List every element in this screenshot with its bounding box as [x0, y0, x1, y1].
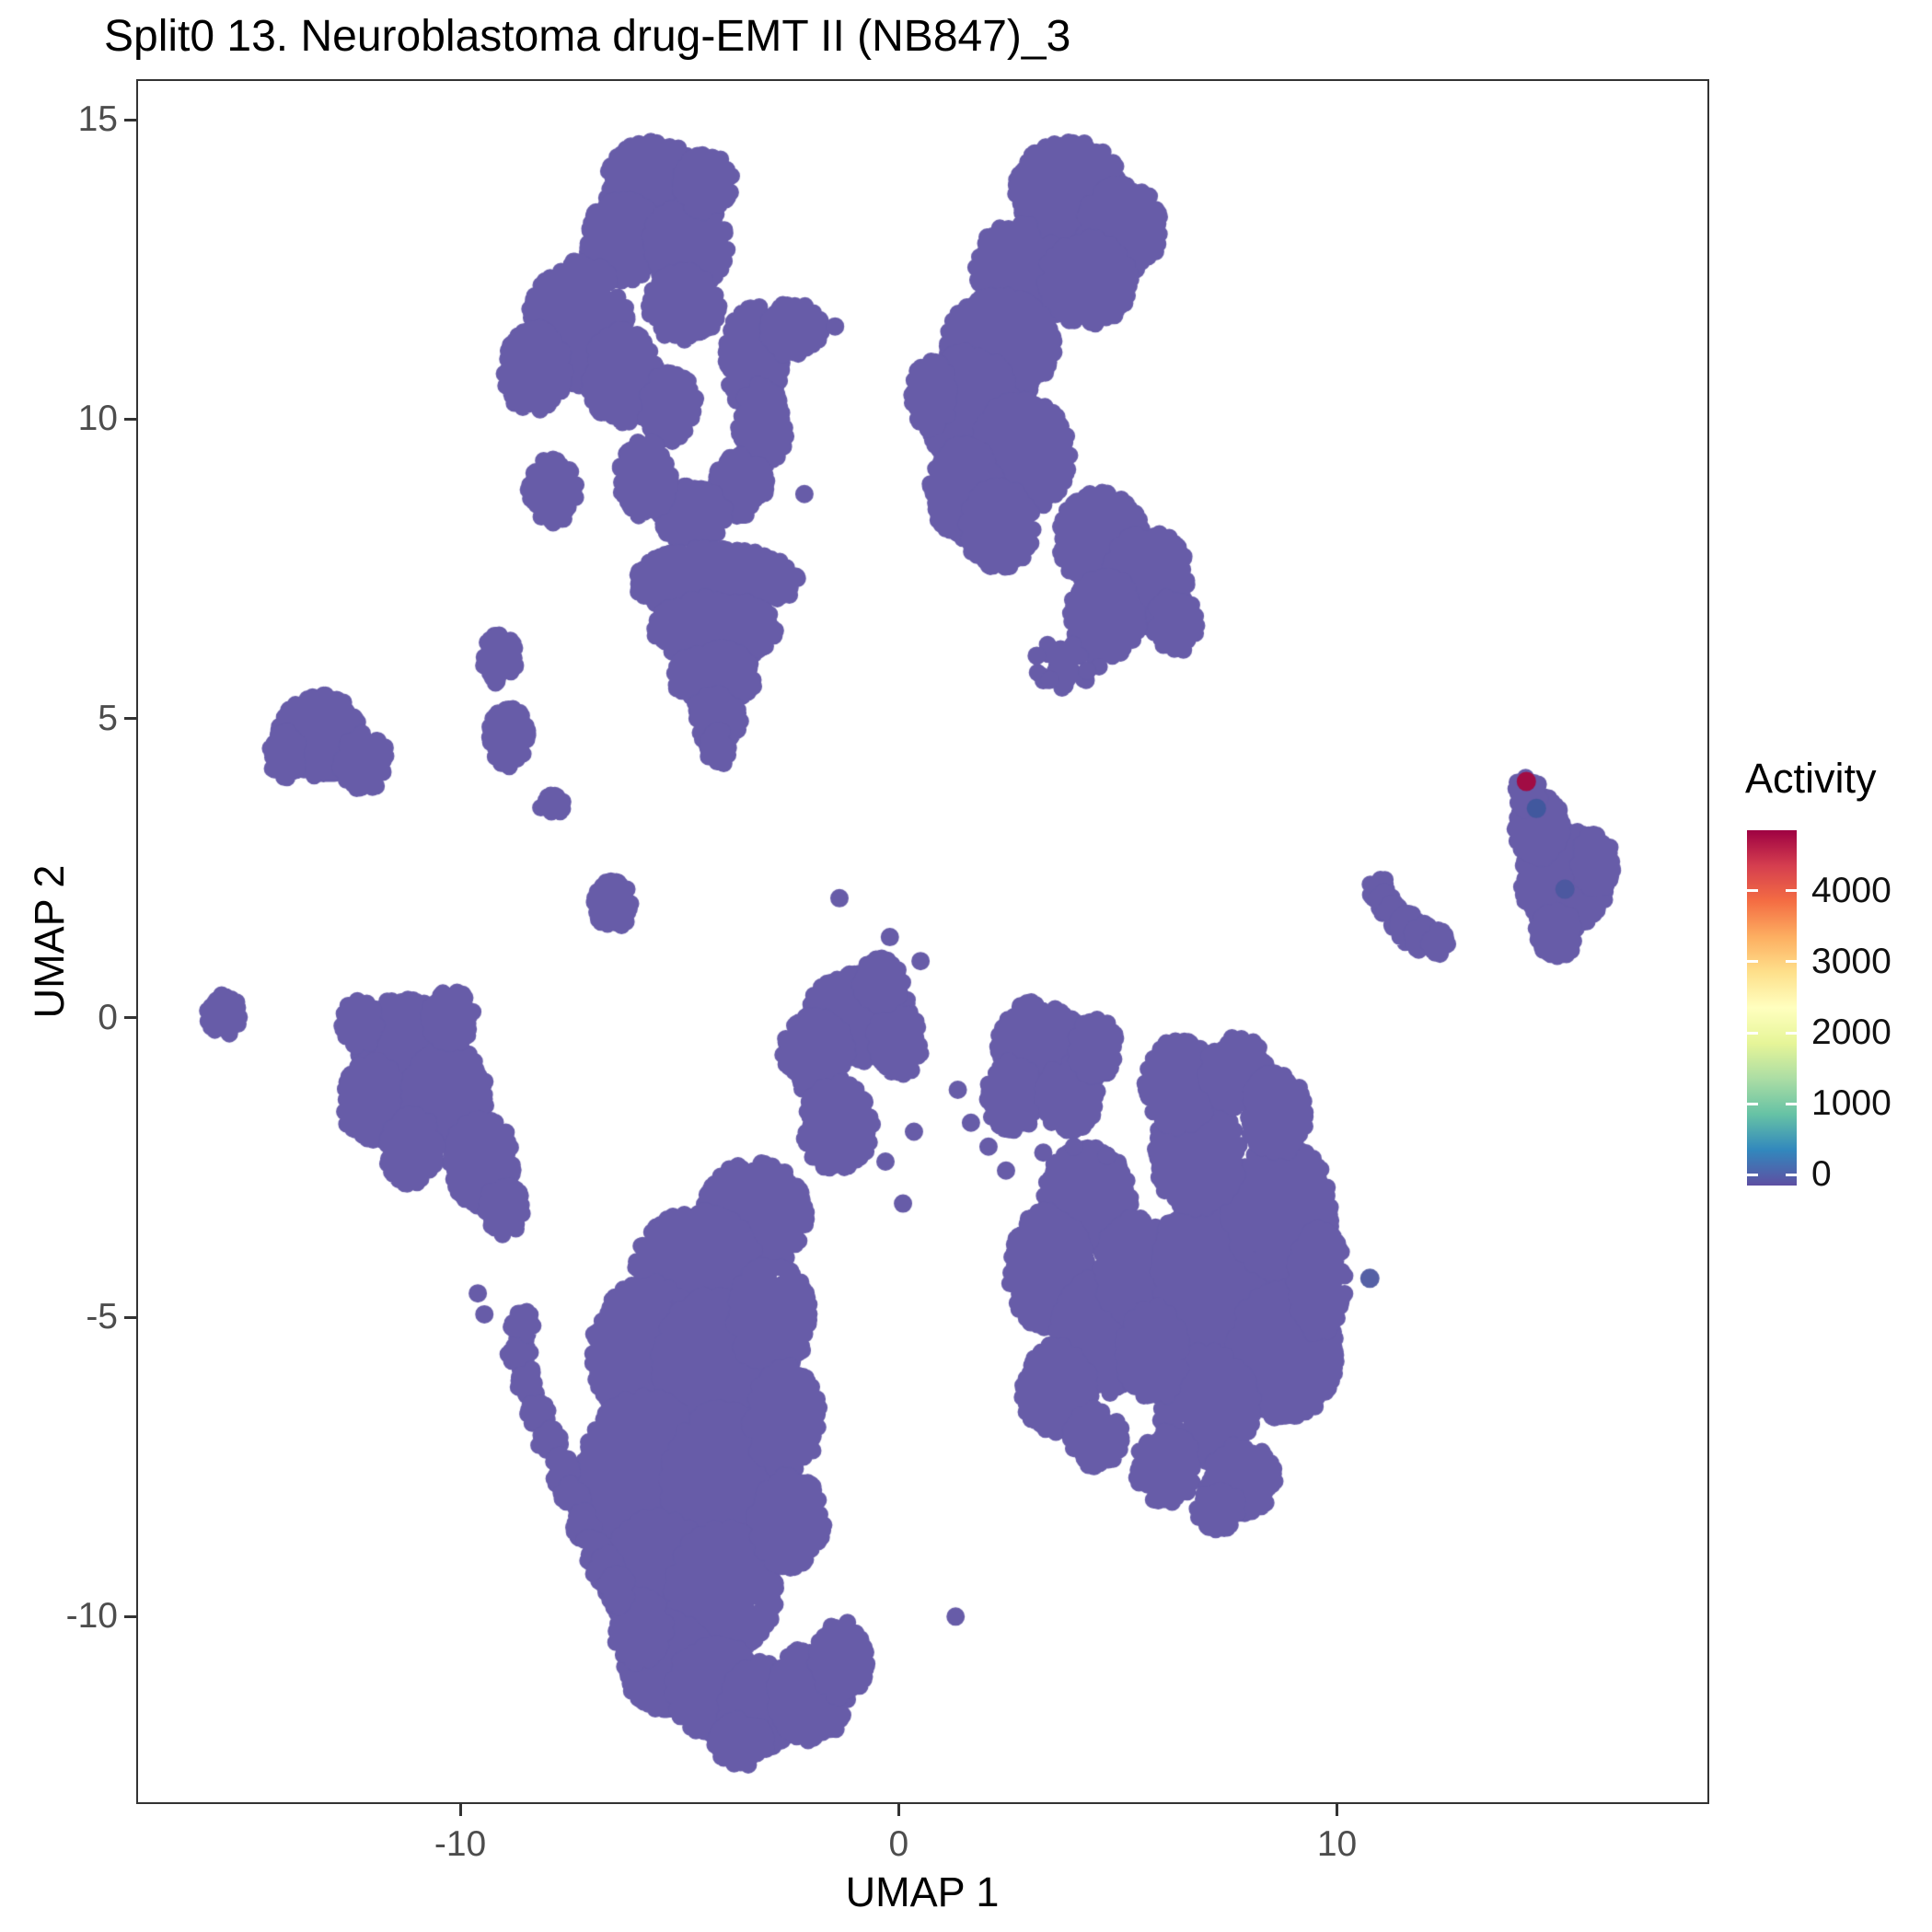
y-tick-label: 5: [98, 698, 118, 738]
legend-tick-label: 3000: [1811, 941, 1892, 981]
x-tick-label: 0: [888, 1824, 909, 1864]
legend-tick-label: 2000: [1811, 1012, 1892, 1053]
legend-tick-label: 0: [1811, 1154, 1832, 1195]
legend-tick-mark: [1747, 1173, 1758, 1176]
x-axis-title: UMAP 1: [845, 1868, 1000, 1915]
y-tick-label: 15: [77, 99, 118, 140]
legend-tick-mark: [1747, 1102, 1758, 1105]
plot-panel: [136, 79, 1709, 1804]
chart-title: Split0 13. Neuroblastoma drug-EMT II (NB…: [104, 12, 1071, 61]
x-tick-label: -10: [434, 1824, 487, 1864]
y-tick-mark: [124, 1016, 136, 1020]
x-tick-mark: [458, 1804, 462, 1816]
legend-tick-mark: [1786, 889, 1797, 893]
x-tick-mark: [897, 1804, 900, 1816]
y-tick-mark: [124, 1315, 136, 1319]
legend-tick-label: 1000: [1811, 1083, 1892, 1124]
legend-colorbar: [1747, 830, 1797, 1186]
legend-tick-mark: [1747, 889, 1758, 893]
legend-tick-mark: [1747, 1031, 1758, 1035]
y-tick-mark: [124, 417, 136, 421]
y-tick-mark: [124, 717, 136, 721]
y-tick-mark: [124, 1614, 136, 1618]
y-tick-mark: [124, 118, 136, 121]
y-tick-label: -5: [86, 1297, 118, 1337]
y-tick-label: -10: [65, 1596, 118, 1637]
y-tick-label: 10: [77, 399, 118, 439]
legend-tick-mark: [1786, 1102, 1797, 1105]
legend-tick-mark: [1786, 1173, 1797, 1176]
y-axis-title: UMAP 2: [26, 864, 73, 1019]
x-tick-label: 10: [1316, 1824, 1358, 1864]
legend-tick-label: 4000: [1811, 870, 1892, 910]
scatter-canvas: [138, 81, 1707, 1802]
legend-tick-mark: [1786, 1031, 1797, 1035]
x-tick-mark: [1336, 1804, 1339, 1816]
legend-tick-mark: [1786, 960, 1797, 964]
legend-title: Activity: [1745, 755, 1877, 802]
y-tick-label: 0: [98, 997, 118, 1037]
legend-tick-mark: [1747, 960, 1758, 964]
